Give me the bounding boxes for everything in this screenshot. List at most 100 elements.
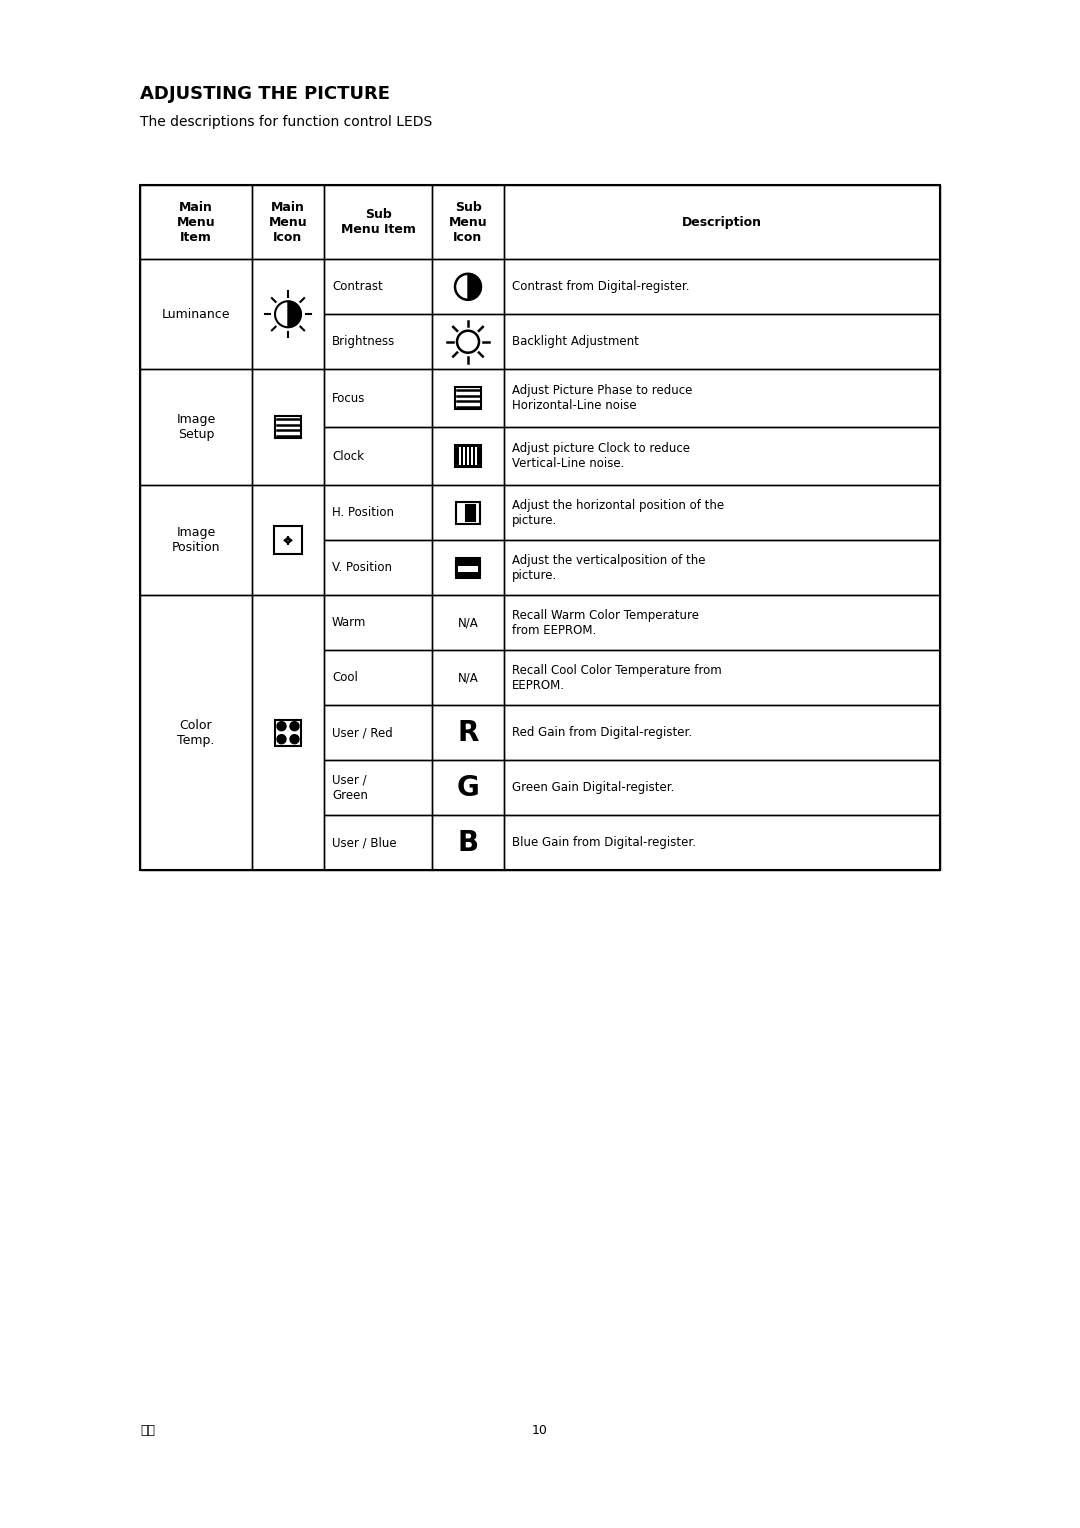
Text: Adjust Picture Phase to reduce
Horizontal-Line noise: Adjust Picture Phase to reduce Horizonta… xyxy=(512,384,692,413)
Bar xyxy=(432,315,504,370)
Polygon shape xyxy=(288,301,301,327)
Text: N/A: N/A xyxy=(458,671,478,685)
Bar xyxy=(465,506,475,521)
Bar xyxy=(504,315,940,370)
Bar xyxy=(504,370,940,428)
Bar xyxy=(432,596,504,651)
Text: The descriptions for function control LEDS: The descriptions for function control LE… xyxy=(140,115,432,128)
Bar xyxy=(504,706,940,759)
Bar xyxy=(274,527,302,555)
Bar xyxy=(324,370,432,428)
Bar xyxy=(140,370,252,486)
Text: B: B xyxy=(458,828,478,857)
Text: H. Position: H. Position xyxy=(332,506,394,520)
Text: Image
Setup: Image Setup xyxy=(176,414,216,442)
Bar xyxy=(252,596,324,869)
Bar xyxy=(474,448,477,466)
Text: Contrast from Digital-register.: Contrast from Digital-register. xyxy=(512,280,689,293)
Text: Description: Description xyxy=(681,215,762,229)
Bar xyxy=(504,814,940,869)
Bar xyxy=(432,706,504,759)
Bar xyxy=(252,370,324,486)
Text: Recall Warm Color Temperature
from EEPROM.: Recall Warm Color Temperature from EEPRO… xyxy=(512,608,699,637)
Text: User /
Green: User / Green xyxy=(332,773,368,802)
Text: Sub
Menu Item: Sub Menu Item xyxy=(340,208,416,237)
Bar xyxy=(324,185,432,260)
Text: Luminance: Luminance xyxy=(162,307,230,321)
Bar xyxy=(504,759,940,814)
Bar xyxy=(432,428,504,486)
Bar xyxy=(504,428,940,486)
Bar xyxy=(324,260,432,315)
Text: Blue Gain from Digital-register.: Blue Gain from Digital-register. xyxy=(512,836,696,850)
Circle shape xyxy=(276,735,286,744)
Text: Warm: Warm xyxy=(332,616,366,630)
Bar xyxy=(456,503,480,524)
Text: Green Gain Digital-register.: Green Gain Digital-register. xyxy=(512,781,674,795)
Bar xyxy=(252,260,324,370)
Bar xyxy=(471,448,473,466)
Bar xyxy=(324,814,432,869)
Text: G: G xyxy=(457,773,480,802)
Text: 10: 10 xyxy=(532,1424,548,1436)
Text: Adjust the verticalposition of the
picture.: Adjust the verticalposition of the pictu… xyxy=(512,553,705,582)
Bar xyxy=(140,185,940,869)
Bar xyxy=(324,541,432,596)
Text: Focus: Focus xyxy=(332,391,365,405)
Text: Image
Position: Image Position xyxy=(172,527,220,555)
Bar xyxy=(432,260,504,315)
Text: Red Gain from Digital-register.: Red Gain from Digital-register. xyxy=(512,726,692,740)
Text: Adjust picture Clock to reduce
Vertical-Line noise.: Adjust picture Clock to reduce Vertical-… xyxy=(512,443,690,471)
Bar xyxy=(504,260,940,315)
Bar xyxy=(455,446,481,468)
Bar xyxy=(504,541,940,596)
Text: N/A: N/A xyxy=(458,616,478,630)
Bar xyxy=(432,185,504,260)
Polygon shape xyxy=(468,274,481,299)
Bar xyxy=(324,759,432,814)
Bar xyxy=(252,486,324,596)
Bar xyxy=(455,387,481,410)
Text: Recall Cool Color Temperature from
EEPROM.: Recall Cool Color Temperature from EEPRO… xyxy=(512,663,721,692)
Bar xyxy=(324,315,432,370)
Bar xyxy=(140,596,252,869)
Text: Adjust the horizontal position of the
picture.: Adjust the horizontal position of the pi… xyxy=(512,500,724,527)
Bar xyxy=(324,706,432,759)
Text: Sub
Menu
Icon: Sub Menu Icon xyxy=(448,200,487,243)
Text: Main
Menu
Icon: Main Menu Icon xyxy=(269,200,308,243)
Bar xyxy=(324,596,432,651)
Bar xyxy=(324,651,432,706)
Text: Contrast: Contrast xyxy=(332,280,382,293)
Bar xyxy=(432,814,504,869)
Bar xyxy=(275,720,301,746)
Text: ADJUSTING THE PICTURE: ADJUSTING THE PICTURE xyxy=(140,86,390,102)
Bar xyxy=(324,486,432,541)
Bar xyxy=(504,486,940,541)
Bar xyxy=(432,759,504,814)
Text: User / Blue: User / Blue xyxy=(332,836,396,850)
Text: Clock: Clock xyxy=(332,449,364,463)
Bar xyxy=(432,486,504,541)
Circle shape xyxy=(291,721,299,730)
Bar xyxy=(324,428,432,486)
Bar xyxy=(467,448,469,466)
Circle shape xyxy=(276,721,286,730)
Bar xyxy=(504,651,940,706)
Bar xyxy=(458,565,477,571)
Bar xyxy=(140,260,252,370)
Text: Backlight Adjustment: Backlight Adjustment xyxy=(512,335,639,348)
Text: V. Position: V. Position xyxy=(332,561,392,575)
Text: Color
Temp.: Color Temp. xyxy=(177,718,215,747)
Text: R: R xyxy=(457,718,478,747)
Bar xyxy=(504,596,940,651)
Bar xyxy=(140,486,252,596)
Bar xyxy=(432,651,504,706)
Bar xyxy=(432,370,504,428)
Bar xyxy=(140,185,252,260)
Bar xyxy=(459,448,461,466)
Text: Main
Menu
Item: Main Menu Item xyxy=(177,200,215,243)
Circle shape xyxy=(291,735,299,744)
Bar xyxy=(275,416,301,439)
Text: Brightness: Brightness xyxy=(332,335,395,348)
Bar xyxy=(456,558,480,578)
